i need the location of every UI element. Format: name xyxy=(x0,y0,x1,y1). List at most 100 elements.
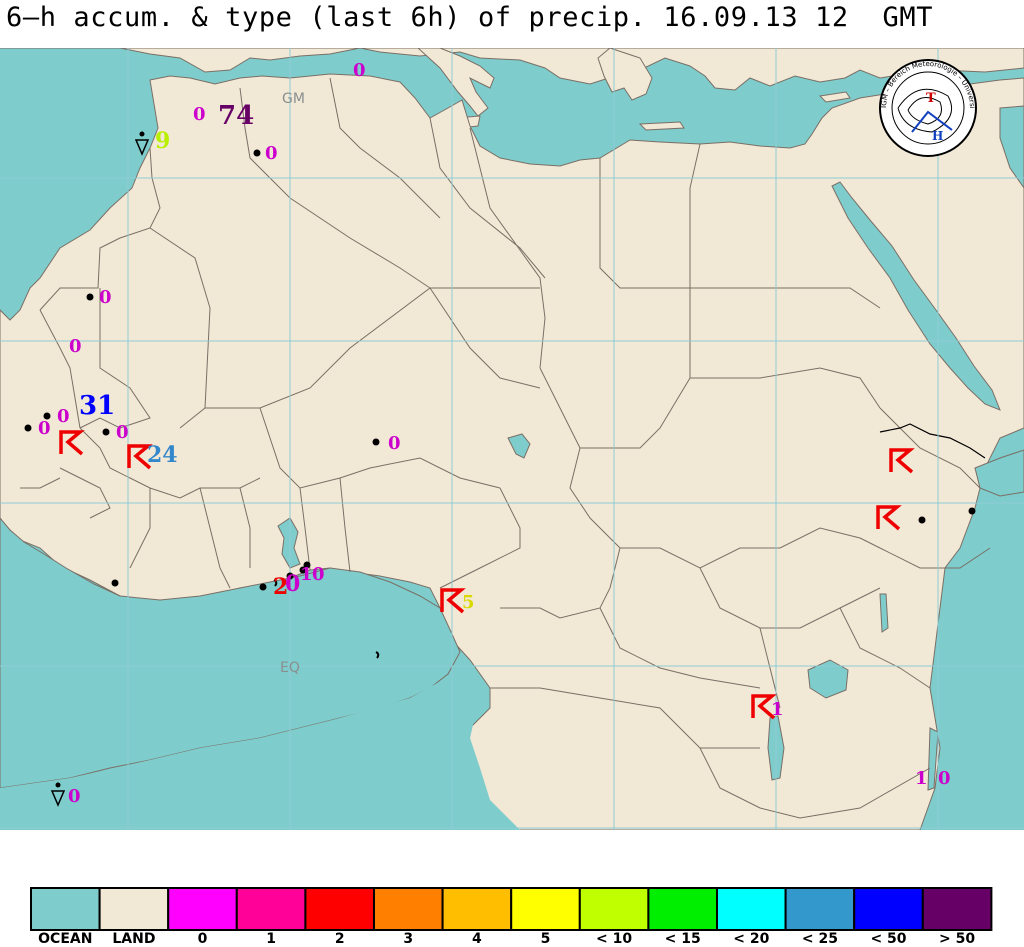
map-title: 6–h accum. & type (last 6h) of precip. 1… xyxy=(6,2,934,33)
station-dot xyxy=(259,583,267,591)
precip-value: 5 xyxy=(462,592,475,613)
atlantic-south xyxy=(0,676,520,830)
precip-value: 0 xyxy=(69,336,82,357)
precipitation-map: GM EQ T H IGM – Bereich Meteorologie – U… xyxy=(0,48,1024,830)
drizzle-icon xyxy=(273,579,278,587)
legend-swatch xyxy=(921,887,993,931)
station-dot xyxy=(968,507,976,515)
legend-swatch xyxy=(716,887,787,931)
precip-value: 0 xyxy=(285,571,300,597)
label-equator: EQ xyxy=(280,660,300,676)
legend-swatch xyxy=(510,887,581,931)
precip-value: 1 xyxy=(300,564,313,585)
precip-value: 31 xyxy=(79,391,115,421)
precip-value: 9 xyxy=(155,128,170,154)
legend-label: < 50 xyxy=(870,931,907,947)
station-dot xyxy=(86,293,94,301)
station-dot xyxy=(43,412,51,420)
station-dot xyxy=(102,428,110,436)
precip-value: 1 xyxy=(915,768,928,789)
land-greece xyxy=(597,48,653,101)
station-dots xyxy=(24,149,976,591)
legend-label: < 10 xyxy=(596,931,633,947)
thunderstorm-symbols xyxy=(59,430,915,720)
logo-isobars-icon xyxy=(897,88,952,133)
legend-label: > 50 xyxy=(939,931,976,947)
label-greenwich: GM xyxy=(282,91,305,107)
land-crete xyxy=(638,121,685,131)
logo-inner-ring xyxy=(891,71,965,145)
legend-bar xyxy=(30,887,993,931)
legend-label: < 15 xyxy=(664,931,701,947)
precip-value: 0 xyxy=(193,104,206,125)
legend-label: < 25 xyxy=(801,931,838,947)
legend-label: 3 xyxy=(403,931,414,947)
station-dot xyxy=(24,424,32,432)
logo-letter-bottom: H xyxy=(932,129,943,143)
red-sea xyxy=(831,181,1001,411)
station-dot xyxy=(303,561,311,569)
precip-value: 0 xyxy=(68,786,81,807)
station-dot xyxy=(299,566,307,574)
precip-value: 0 xyxy=(312,564,325,585)
ethiopia-eritrea-border xyxy=(879,423,986,459)
legend-swatch xyxy=(304,887,375,931)
precip-value: 74 xyxy=(218,101,254,131)
station-dot xyxy=(253,149,261,157)
precip-values: 0 0 74 9 0 0 0 31 0 0 0 24 0 2 0 1 0 5 1… xyxy=(38,60,951,807)
logo-letter-top: T xyxy=(926,91,936,106)
precip-value: 1 xyxy=(771,699,784,720)
legend-swatch xyxy=(30,887,101,931)
legend-swatch xyxy=(167,887,238,931)
shower-symbol-icon xyxy=(134,131,150,156)
legend-label: < 20 xyxy=(733,931,770,947)
lat-lon-grid xyxy=(0,48,1024,830)
thunderstorm-icon xyxy=(889,448,915,474)
legend-swatch xyxy=(784,887,856,931)
legend-swatch xyxy=(441,887,513,931)
legend-swatch xyxy=(235,887,307,931)
precip-value: 0 xyxy=(388,433,401,454)
shower-dot xyxy=(55,782,61,788)
thunderstorm-icon xyxy=(876,505,902,531)
legend-swatch xyxy=(853,887,924,931)
legend-label: 2 xyxy=(334,931,345,947)
land-cyprus xyxy=(818,91,851,103)
precip-value: 0 xyxy=(353,60,366,81)
lake-chad xyxy=(507,433,531,459)
lake-volta xyxy=(277,517,301,569)
legend-label: 0 xyxy=(197,931,208,947)
thunderstorm-icon xyxy=(127,444,153,470)
thunderstorm-icon xyxy=(751,694,777,720)
station-dot xyxy=(111,579,119,587)
thunderstorm-icon xyxy=(440,588,466,614)
legend-label: OCEAN xyxy=(38,931,93,947)
lake-victoria xyxy=(807,659,849,699)
precip-value: 0 xyxy=(116,422,129,443)
legend-label: 4 xyxy=(472,931,482,947)
shower-symbol-icon xyxy=(50,782,66,807)
thunderstorm-icon xyxy=(59,430,85,456)
precip-value: 24 xyxy=(147,442,178,468)
precip-value: 0 xyxy=(38,418,51,439)
legend-label: 1 xyxy=(266,931,276,947)
precip-value: 2 xyxy=(273,574,288,600)
precip-value: 0 xyxy=(265,143,278,164)
legend-label: LAND xyxy=(112,931,156,947)
shower-triangle xyxy=(134,139,150,156)
precip-value: 0 xyxy=(99,287,112,308)
lake-turkana xyxy=(879,593,889,633)
logo-front-icon xyxy=(911,110,953,133)
legend-swatch xyxy=(578,887,650,931)
precip-value: 0 xyxy=(57,406,70,427)
legend-swatch xyxy=(373,887,444,931)
land-italy xyxy=(417,48,495,117)
precip-value: 0 xyxy=(938,768,951,789)
station-dot xyxy=(286,572,294,580)
shower-triangle xyxy=(50,790,66,807)
legend-swatch xyxy=(98,887,170,931)
station-dot xyxy=(372,438,380,446)
shower-dot xyxy=(139,131,145,137)
legend-label: 5 xyxy=(540,931,551,947)
station-dot xyxy=(918,516,926,524)
